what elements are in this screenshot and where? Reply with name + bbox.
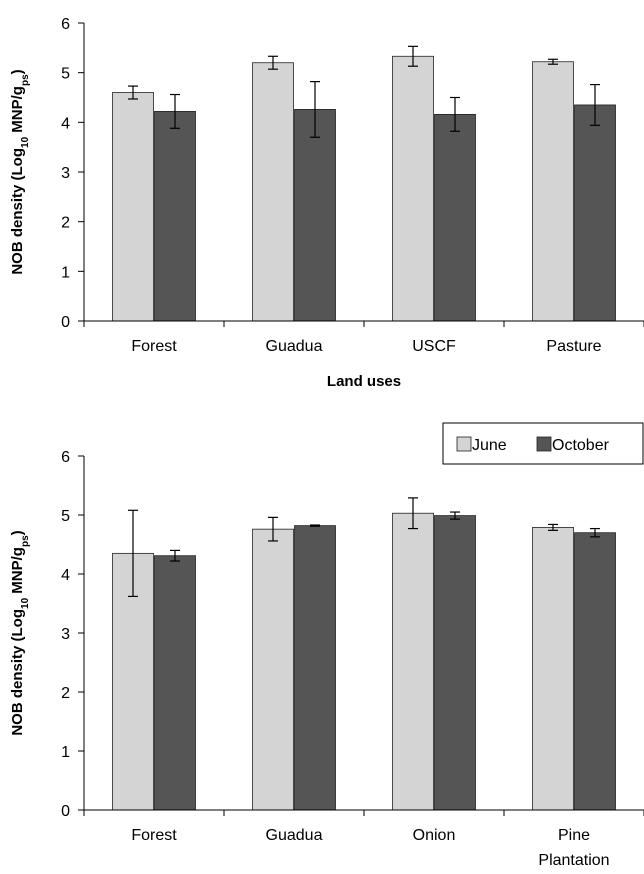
x-tick-label-uscf: USCF	[412, 338, 456, 355]
error-bar-june-guadua	[268, 516, 278, 542]
y-tick-label-4: 4	[61, 115, 70, 132]
bar-june-guadua	[252, 62, 294, 322]
error-bar-october-forest	[170, 549, 180, 562]
bar-june-onion	[392, 512, 434, 811]
y-tick-label-6: 6	[61, 16, 70, 33]
x-tick-label-forest: Forest	[131, 338, 177, 355]
x-tick-label-onion: Onion	[413, 827, 456, 844]
error-bar-june-guadua	[268, 55, 278, 70]
error-bar-june-onion	[408, 497, 418, 530]
chart-1: Forest Guadua USCF Pasture 0 1 2 3 4 5 6 NOB densit…	[9, 16, 644, 390]
legend-label-october: October	[552, 437, 610, 454]
y-tick-label-0: 0	[61, 803, 70, 820]
x-tick-label-pine: Pine	[558, 827, 590, 844]
error-bar-october-onion	[450, 511, 460, 520]
y-tick-label-0: 0	[61, 314, 70, 331]
error-bar-october-pasture	[590, 83, 600, 126]
x-tick-label-pasture: Pasture	[546, 338, 601, 355]
bar-june-forest	[112, 92, 154, 322]
error-bar-june-forest	[128, 509, 138, 598]
bar-october-pasture	[574, 104, 616, 322]
error-bar-october-guadua	[310, 81, 320, 138]
x-axis-label: Land uses	[327, 373, 401, 390]
y-tick-label-4: 4	[61, 567, 70, 584]
y-axis-label: NOB density (Log10 MNP/gps)	[9, 69, 31, 274]
error-bar-october-uscf	[450, 96, 460, 132]
legend-swatch-october	[536, 436, 552, 452]
bar-october-guadua	[294, 525, 336, 811]
error-bar-october-pine	[590, 527, 600, 538]
x-tick-label-guadua: Guadua	[266, 338, 323, 355]
error-bar-june-forest	[128, 85, 138, 100]
bar-october-pine	[574, 532, 616, 811]
bar-june-pine	[532, 526, 574, 811]
error-bar-october-forest	[170, 93, 180, 129]
bar-june-uscf	[392, 55, 434, 322]
y-tick-label-1: 1	[61, 744, 70, 761]
bar-june-pasture	[532, 61, 574, 322]
bar-october-forest	[154, 111, 196, 322]
y-tick-label-2: 2	[61, 685, 70, 702]
y-tick-label-5: 5	[61, 508, 70, 525]
error-bar-june-pasture	[548, 58, 558, 65]
x-tick-label-line2: Plantation	[538, 852, 609, 869]
bar-october-uscf	[434, 113, 476, 322]
chart-2: Forest Guadua Onion Pine Plantation 0 1 2 3 4 5 6 NO…	[9, 449, 644, 869]
bar-october-guadua	[294, 109, 336, 322]
error-bar-october-guadua	[310, 524, 320, 527]
legend-swatch-june	[456, 436, 472, 452]
legend-label-june: June	[472, 437, 507, 454]
y-tick-label-5: 5	[61, 66, 70, 83]
error-bar-june-uscf	[408, 45, 418, 67]
y-tick-label-2: 2	[61, 215, 70, 232]
x-tick-label-forest: Forest	[131, 827, 177, 844]
error-bar-june-pine	[548, 523, 558, 531]
y-tick-label-1: 1	[61, 264, 70, 281]
bar-june-guadua	[252, 528, 294, 811]
y-tick-label-6: 6	[61, 449, 70, 466]
y-tick-label-3: 3	[61, 165, 70, 182]
x-tick-label-guadua: Guadua	[266, 827, 323, 844]
bar-october-onion	[434, 515, 476, 811]
y-axis-label: NOB density (Log10 MNP/gps)	[9, 530, 31, 735]
y-tick-label-3: 3	[61, 626, 70, 643]
bar-october-forest	[154, 555, 196, 811]
legend: June October	[442, 422, 644, 465]
